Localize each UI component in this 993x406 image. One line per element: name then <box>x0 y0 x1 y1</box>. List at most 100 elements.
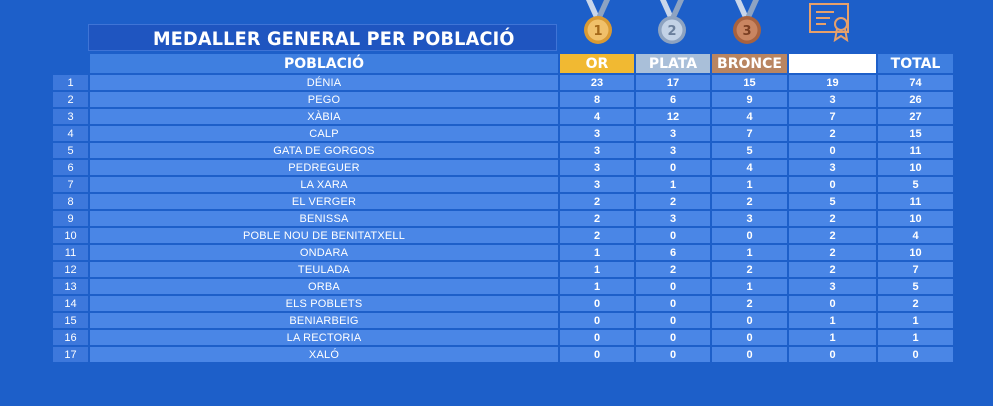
diploma-count: 2 <box>787 209 878 228</box>
total-count: 74 <box>876 73 955 92</box>
total-count: 1 <box>876 328 955 347</box>
diploma-count: 3 <box>787 277 878 296</box>
bronze-count: 2 <box>710 260 789 279</box>
town-cell: ONDARA <box>88 243 560 262</box>
gold-count: 2 <box>558 209 636 228</box>
table-row: 9 BENISSA 2 3 3 2 10 <box>51 209 955 228</box>
table-row: 7 LA XARA 3 1 1 0 5 <box>51 175 955 194</box>
town-cell: XALÓ <box>88 345 560 364</box>
total-count: 10 <box>876 243 955 262</box>
silver-count: 0 <box>634 328 712 347</box>
silver-count: 0 <box>634 226 712 245</box>
silver-count: 2 <box>634 192 712 211</box>
silver-count: 0 <box>634 158 712 177</box>
rank-cell: 13 <box>51 277 90 296</box>
silver-count: 0 <box>634 294 712 313</box>
header-total: TOTAL <box>876 52 955 75</box>
diploma-count: 3 <box>787 158 878 177</box>
bronze-medal-icon: 3 <box>733 0 761 44</box>
rank-cell: 17 <box>51 345 90 364</box>
silver-medal-number: 2 <box>667 24 676 39</box>
silver-count: 3 <box>634 124 712 143</box>
medal-table: POBLACIÓ OR PLATA BRONCE DIPLOMA TOTAL 1… <box>51 52 955 364</box>
total-count: 27 <box>876 107 955 126</box>
rank-cell: 12 <box>51 260 90 279</box>
silver-count: 2 <box>634 260 712 279</box>
gold-count: 3 <box>558 124 636 143</box>
diploma-count: 2 <box>787 243 878 262</box>
rank-cell: 16 <box>51 328 90 347</box>
diploma-count: 5 <box>787 192 878 211</box>
diploma-count: 0 <box>787 345 878 364</box>
rank-cell: 1 <box>51 73 90 92</box>
bronze-medal-number: 3 <box>742 24 751 39</box>
total-count: 5 <box>876 175 955 194</box>
total-count: 26 <box>876 90 955 109</box>
town-cell: LA XARA <box>88 175 560 194</box>
gold-count: 2 <box>558 226 636 245</box>
town-cell: GATA DE GORGOS <box>88 141 560 160</box>
header-bronze: BRONCE <box>710 52 789 75</box>
town-cell: POBLE NOU DE BENITATXELL <box>88 226 560 245</box>
table-row: 10 POBLE NOU DE BENITATXELL 2 0 0 2 4 <box>51 226 955 245</box>
gold-count: 0 <box>558 328 636 347</box>
diploma-count: 7 <box>787 107 878 126</box>
town-cell: BENIARBEIG <box>88 311 560 330</box>
header-diploma: DIPLOMA <box>787 52 878 75</box>
gold-count: 0 <box>558 311 636 330</box>
bronze-count: 7 <box>710 124 789 143</box>
bronze-count: 1 <box>710 277 789 296</box>
title-box: MEDALLER GENERAL PER POBLACIÓ <box>88 24 557 51</box>
gold-count: 1 <box>558 277 636 296</box>
bronze-count: 3 <box>710 209 789 228</box>
rank-cell: 14 <box>51 294 90 313</box>
silver-count: 0 <box>634 311 712 330</box>
town-cell: EL VERGER <box>88 192 560 211</box>
town-cell: TEULADA <box>88 260 560 279</box>
town-cell: DÉNIA <box>88 73 560 92</box>
gold-count: 23 <box>558 73 636 92</box>
total-count: 10 <box>876 209 955 228</box>
bronze-count: 9 <box>710 90 789 109</box>
total-count: 4 <box>876 226 955 245</box>
diploma-count: 19 <box>787 73 878 92</box>
gold-count: 4 <box>558 107 636 126</box>
table-header-row: POBLACIÓ OR PLATA BRONCE DIPLOMA TOTAL <box>51 52 955 75</box>
rank-cell: 8 <box>51 192 90 211</box>
silver-count: 3 <box>634 141 712 160</box>
rank-cell: 11 <box>51 243 90 262</box>
town-cell: PEDREGUER <box>88 158 560 177</box>
table-row: 17 XALÓ 0 0 0 0 0 <box>51 345 955 364</box>
header-silver: PLATA <box>634 52 712 75</box>
bronze-count: 1 <box>710 175 789 194</box>
total-count: 7 <box>876 260 955 279</box>
town-cell: ELS POBLETS <box>88 294 560 313</box>
gold-count: 3 <box>558 175 636 194</box>
gold-count: 2 <box>558 192 636 211</box>
total-count: 1 <box>876 311 955 330</box>
gold-count: 3 <box>558 158 636 177</box>
diploma-count: 0 <box>787 141 878 160</box>
silver-count: 17 <box>634 73 712 92</box>
table-row: 13 ORBA 1 0 1 3 5 <box>51 277 955 296</box>
table-row: 3 XÀBIA 4 12 4 7 27 <box>51 107 955 126</box>
silver-count: 6 <box>634 243 712 262</box>
diploma-count: 2 <box>787 124 878 143</box>
rank-cell: 3 <box>51 107 90 126</box>
diploma-count: 1 <box>787 311 878 330</box>
town-cell: ORBA <box>88 277 560 296</box>
gold-medal-icon: 1 <box>584 0 612 44</box>
total-count: 15 <box>876 124 955 143</box>
silver-count: 0 <box>634 277 712 296</box>
bronze-count: 0 <box>710 311 789 330</box>
gold-count: 3 <box>558 141 636 160</box>
table-row: 11 ONDARA 1 6 1 2 10 <box>51 243 955 262</box>
bronze-count: 0 <box>710 345 789 364</box>
table-row: 2 PEGO 8 6 9 3 26 <box>51 90 955 109</box>
gold-count: 1 <box>558 260 636 279</box>
town-cell: CALP <box>88 124 560 143</box>
silver-count: 6 <box>634 90 712 109</box>
bronze-count: 1 <box>710 243 789 262</box>
table-row: 15 BENIARBEIG 0 0 0 1 1 <box>51 311 955 330</box>
silver-count: 1 <box>634 175 712 194</box>
